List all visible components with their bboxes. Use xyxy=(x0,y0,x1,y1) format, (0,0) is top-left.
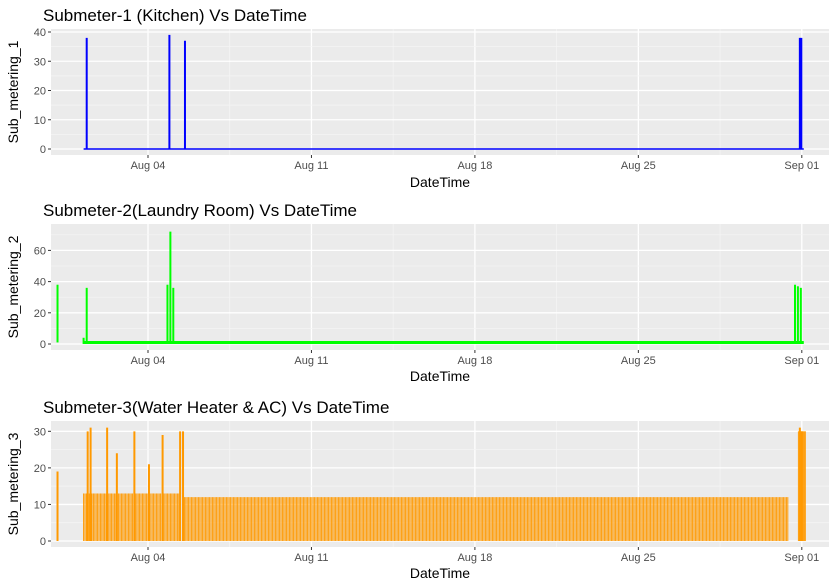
panel-2-x-axis-title: DateTime xyxy=(410,368,470,384)
y-tick-label: 0 xyxy=(40,144,46,156)
y-tick-label: 10 xyxy=(34,115,46,127)
x-tick-label: Aug 18 xyxy=(457,355,492,367)
panel-3-ticks: 0 10 20 30 Aug 04 Aug 11 Aug 18 Aug 25 Sep 01 xyxy=(34,426,819,564)
y-tick-label: 40 xyxy=(34,27,46,39)
panel-2-title: Submeter-2(Laundry Room) Vs DateTime xyxy=(43,201,357,220)
y-tick-label: 30 xyxy=(34,426,46,438)
series-gap xyxy=(180,493,184,541)
panel-3-data xyxy=(56,427,806,541)
y-tick-label: 40 xyxy=(34,277,46,289)
panel-2: Submeter-2(Laundry Room) Vs DateTime 0 20… xyxy=(5,201,829,384)
panel-1-ticks: 0 10 20 30 40 Aug 04 Aug 11 Aug 18 Aug 25 Sep 01 xyxy=(34,27,819,172)
panel-1: Submeter-1 (Kitchen) Vs DateTime 0 10 20 30… xyxy=(5,6,829,190)
x-tick-label: Aug 25 xyxy=(621,160,656,172)
panel-3: Submeter-3(Water Heater & AC) Vs DateTim… xyxy=(5,398,829,581)
panel-1-title: Submeter-1 (Kitchen) Vs DateTime xyxy=(43,6,307,25)
x-tick-label: Sep 01 xyxy=(784,552,819,564)
x-tick-label: Aug 18 xyxy=(457,160,492,172)
panel-3-x-axis-title: DateTime xyxy=(410,565,470,581)
y-tick-label: 20 xyxy=(34,308,46,320)
panel-1-x-axis-title: DateTime xyxy=(410,174,470,190)
y-tick-label: 30 xyxy=(34,56,46,68)
y-tick-label: 0 xyxy=(40,536,46,548)
panel-1-plot-area xyxy=(51,29,829,155)
x-tick-label: Aug 18 xyxy=(457,552,492,564)
panel-3-y-axis-title: Sub_metering_3 xyxy=(5,432,21,535)
panel-2-ticks: 0 20 40 60 Aug 04 Aug 11 Aug 18 Aug 25 Sep 01 xyxy=(34,245,819,367)
x-tick-label: Aug 11 xyxy=(294,552,328,564)
panel-2-grid xyxy=(51,224,829,350)
y-tick-label: 0 xyxy=(40,339,46,351)
panel-1-data xyxy=(83,34,804,150)
y-tick-label: 60 xyxy=(34,245,46,257)
panel-3-title: Submeter-3(Water Heater & AC) Vs DateTim… xyxy=(43,398,389,417)
series-end-block xyxy=(797,431,806,541)
panel-2-y-axis-title: Sub_metering_2 xyxy=(5,235,21,338)
y-tick-label: 20 xyxy=(34,463,46,475)
x-tick-label: Aug 25 xyxy=(621,355,656,367)
panel-2-plot-area xyxy=(51,224,829,350)
x-tick-label: Sep 01 xyxy=(784,355,819,367)
x-tick-label: Aug 25 xyxy=(621,552,656,564)
panel-1-y-axis-title: Sub_metering_1 xyxy=(5,40,21,143)
x-tick-label: Aug 11 xyxy=(294,160,328,172)
x-tick-label: Aug 04 xyxy=(131,552,166,564)
x-tick-label: Aug 04 xyxy=(131,355,166,367)
panel-2-data xyxy=(56,231,804,344)
x-tick-label: Aug 04 xyxy=(131,160,166,172)
y-tick-label: 20 xyxy=(34,86,46,98)
x-tick-label: Sep 01 xyxy=(784,160,819,172)
y-tick-label: 10 xyxy=(34,499,46,511)
x-tick-label: Aug 11 xyxy=(294,355,328,367)
